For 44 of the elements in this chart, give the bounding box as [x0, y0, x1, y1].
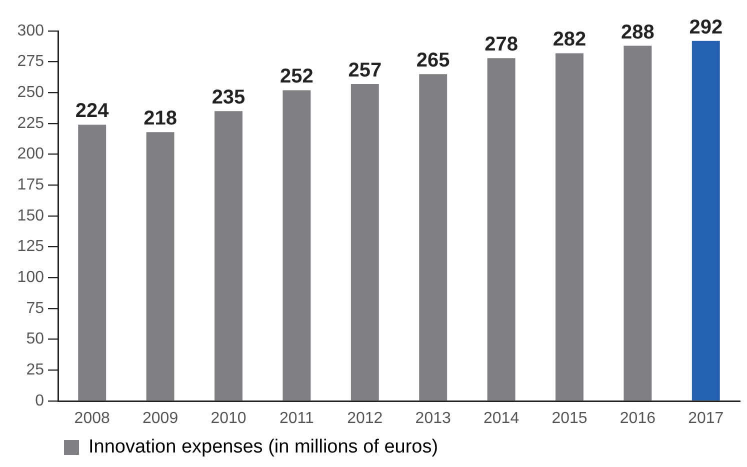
- y-tick-label: 225: [17, 114, 44, 132]
- y-tick-label: 175: [17, 176, 44, 194]
- data-label: 278: [484, 34, 518, 56]
- x-tick-label: 2012: [347, 410, 383, 428]
- y-tick-label: 250: [17, 84, 44, 102]
- bar: [419, 74, 448, 400]
- bar: [78, 124, 106, 400]
- y-tick-label: 300: [17, 22, 44, 40]
- data-label: 265: [416, 50, 450, 72]
- x-tick-label: 2009: [142, 410, 178, 428]
- bar: [624, 46, 652, 400]
- y-tick-label: 75: [26, 300, 44, 317]
- bar: [692, 40, 720, 400]
- x-tick-label: 2017: [688, 410, 724, 428]
- bar: [556, 53, 584, 400]
- bar: [350, 84, 379, 400]
- bar: [282, 90, 311, 400]
- x-tick-label: 2008: [74, 410, 110, 428]
- data-label: 224: [75, 100, 110, 122]
- x-tick-label: 2015: [552, 410, 588, 428]
- data-label: 282: [552, 28, 586, 51]
- y-tick-label: 100: [17, 269, 44, 286]
- data-label: 218: [144, 108, 177, 130]
- x-tick-label: 2010: [210, 410, 246, 428]
- x-tick-label: 2014: [484, 410, 520, 428]
- y-tick-label: 25: [26, 362, 44, 379]
- data-label: 257: [348, 60, 382, 82]
- y-tick-label: 200: [17, 146, 44, 163]
- bar: [487, 58, 516, 400]
- x-tick-label: 2016: [620, 410, 656, 428]
- y-tick-label: 0: [35, 392, 44, 410]
- x-tick-label: 2013: [415, 410, 451, 428]
- bar: [214, 111, 242, 400]
- y-tick-label: 125: [17, 238, 44, 256]
- bar: [146, 132, 174, 400]
- y-tick-label: 50: [26, 330, 44, 348]
- data-label: 288: [621, 21, 654, 44]
- data-label: 235: [212, 86, 246, 109]
- legend-label: Innovation expenses (in millions of euros): [88, 436, 438, 458]
- y-tick-label: 275: [17, 53, 44, 70]
- y-tick-label: 150: [17, 207, 44, 224]
- data-label: 292: [689, 16, 723, 38]
- data-label: 252: [280, 66, 314, 88]
- x-tick-label: 2011: [279, 410, 314, 428]
